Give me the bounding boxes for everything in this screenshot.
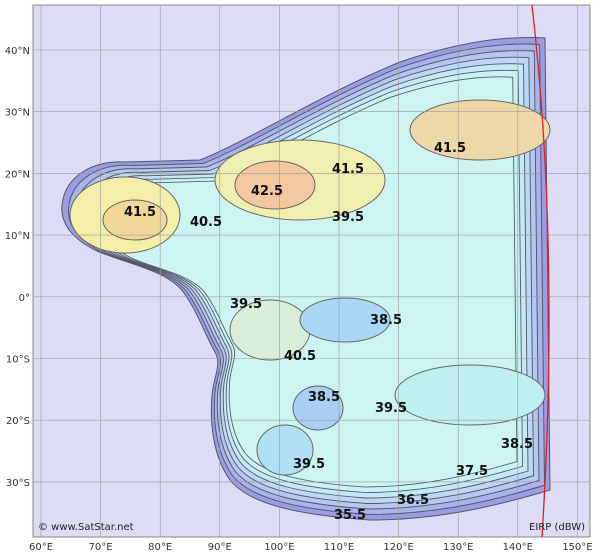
beam-low (256, 424, 314, 476)
x-tick-label: 110°E (324, 542, 354, 553)
x-tick-label: 70°E (89, 542, 113, 553)
x-tick-label: 100°E (264, 542, 294, 553)
contour-label: 38.5 (370, 313, 402, 328)
y-tick-label: 10°S (6, 355, 30, 366)
contour-label: 36.5 (397, 493, 429, 508)
contour-label: 41.5 (124, 205, 156, 220)
x-tick-label: 140°E (503, 542, 533, 553)
y-tick-label: 40°N (5, 46, 30, 57)
contour-label: 42.5 (251, 184, 283, 199)
y-tick-label: 10°N (5, 231, 30, 242)
y-tick-label: 20°N (5, 169, 30, 180)
beam-peak (234, 160, 316, 210)
beam-peak (409, 99, 551, 161)
contour-label: 37.5 (456, 464, 488, 479)
contour-label: 41.5 (434, 141, 466, 156)
x-tick-label: 90°E (208, 542, 232, 553)
contour-label: 38.5 (308, 390, 340, 405)
y-tick-label: 0° (19, 293, 30, 304)
labels: 60°E 70°E 80°E 90°E 100°E 110°E 120°E 130°E 140°… (5, 46, 593, 553)
footprint (33, 5, 590, 537)
credit: © www.SatStar.net (38, 522, 134, 533)
unit-label: EIRP (dBW) (529, 522, 585, 533)
contour-label: 40.5 (284, 349, 316, 364)
contour-label: 39.5 (375, 401, 407, 416)
beam-peak (102, 199, 168, 241)
y-tick-label: 20°S (6, 416, 30, 427)
y-tick-label: 30°N (5, 108, 30, 119)
contour-label: 39.5 (332, 210, 364, 225)
x-tick-label: 120°E (383, 542, 413, 553)
beam-low (292, 385, 344, 431)
graticule (33, 5, 590, 537)
x-tick-label: 80°E (148, 542, 172, 553)
x-tick-label: 150°E (562, 542, 592, 553)
x-tick-label: 130°E (443, 542, 473, 553)
beam-low (394, 364, 546, 426)
contour-label: 40.5 (190, 215, 222, 230)
contour-label: 38.5 (501, 437, 533, 452)
contour-label: 39.5 (293, 457, 325, 472)
beam-low (299, 297, 391, 343)
visibility-arc (531, 5, 550, 537)
x-tick-label: 60°E (29, 542, 53, 553)
y-tick-label: 30°S (6, 478, 30, 489)
contour-label: 39.5 (230, 297, 262, 312)
contour-label: 35.5 (334, 508, 366, 523)
contour-label: 41.5 (332, 162, 364, 177)
